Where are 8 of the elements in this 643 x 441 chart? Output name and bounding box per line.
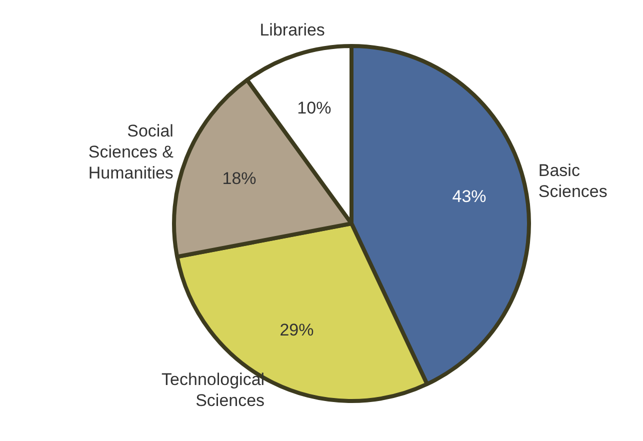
- data-label: 29%: [280, 320, 314, 340]
- slice-label: Social Sciences & Humanities: [88, 122, 174, 183]
- data-label: 10%: [297, 98, 332, 118]
- slice-label: Basic Sciences: [538, 160, 608, 201]
- data-label: 18%: [222, 168, 256, 188]
- slice-label: Technological Sciences: [162, 370, 265, 410]
- slice-label: Libraries: [260, 20, 325, 40]
- data-label: 43%: [452, 186, 486, 206]
